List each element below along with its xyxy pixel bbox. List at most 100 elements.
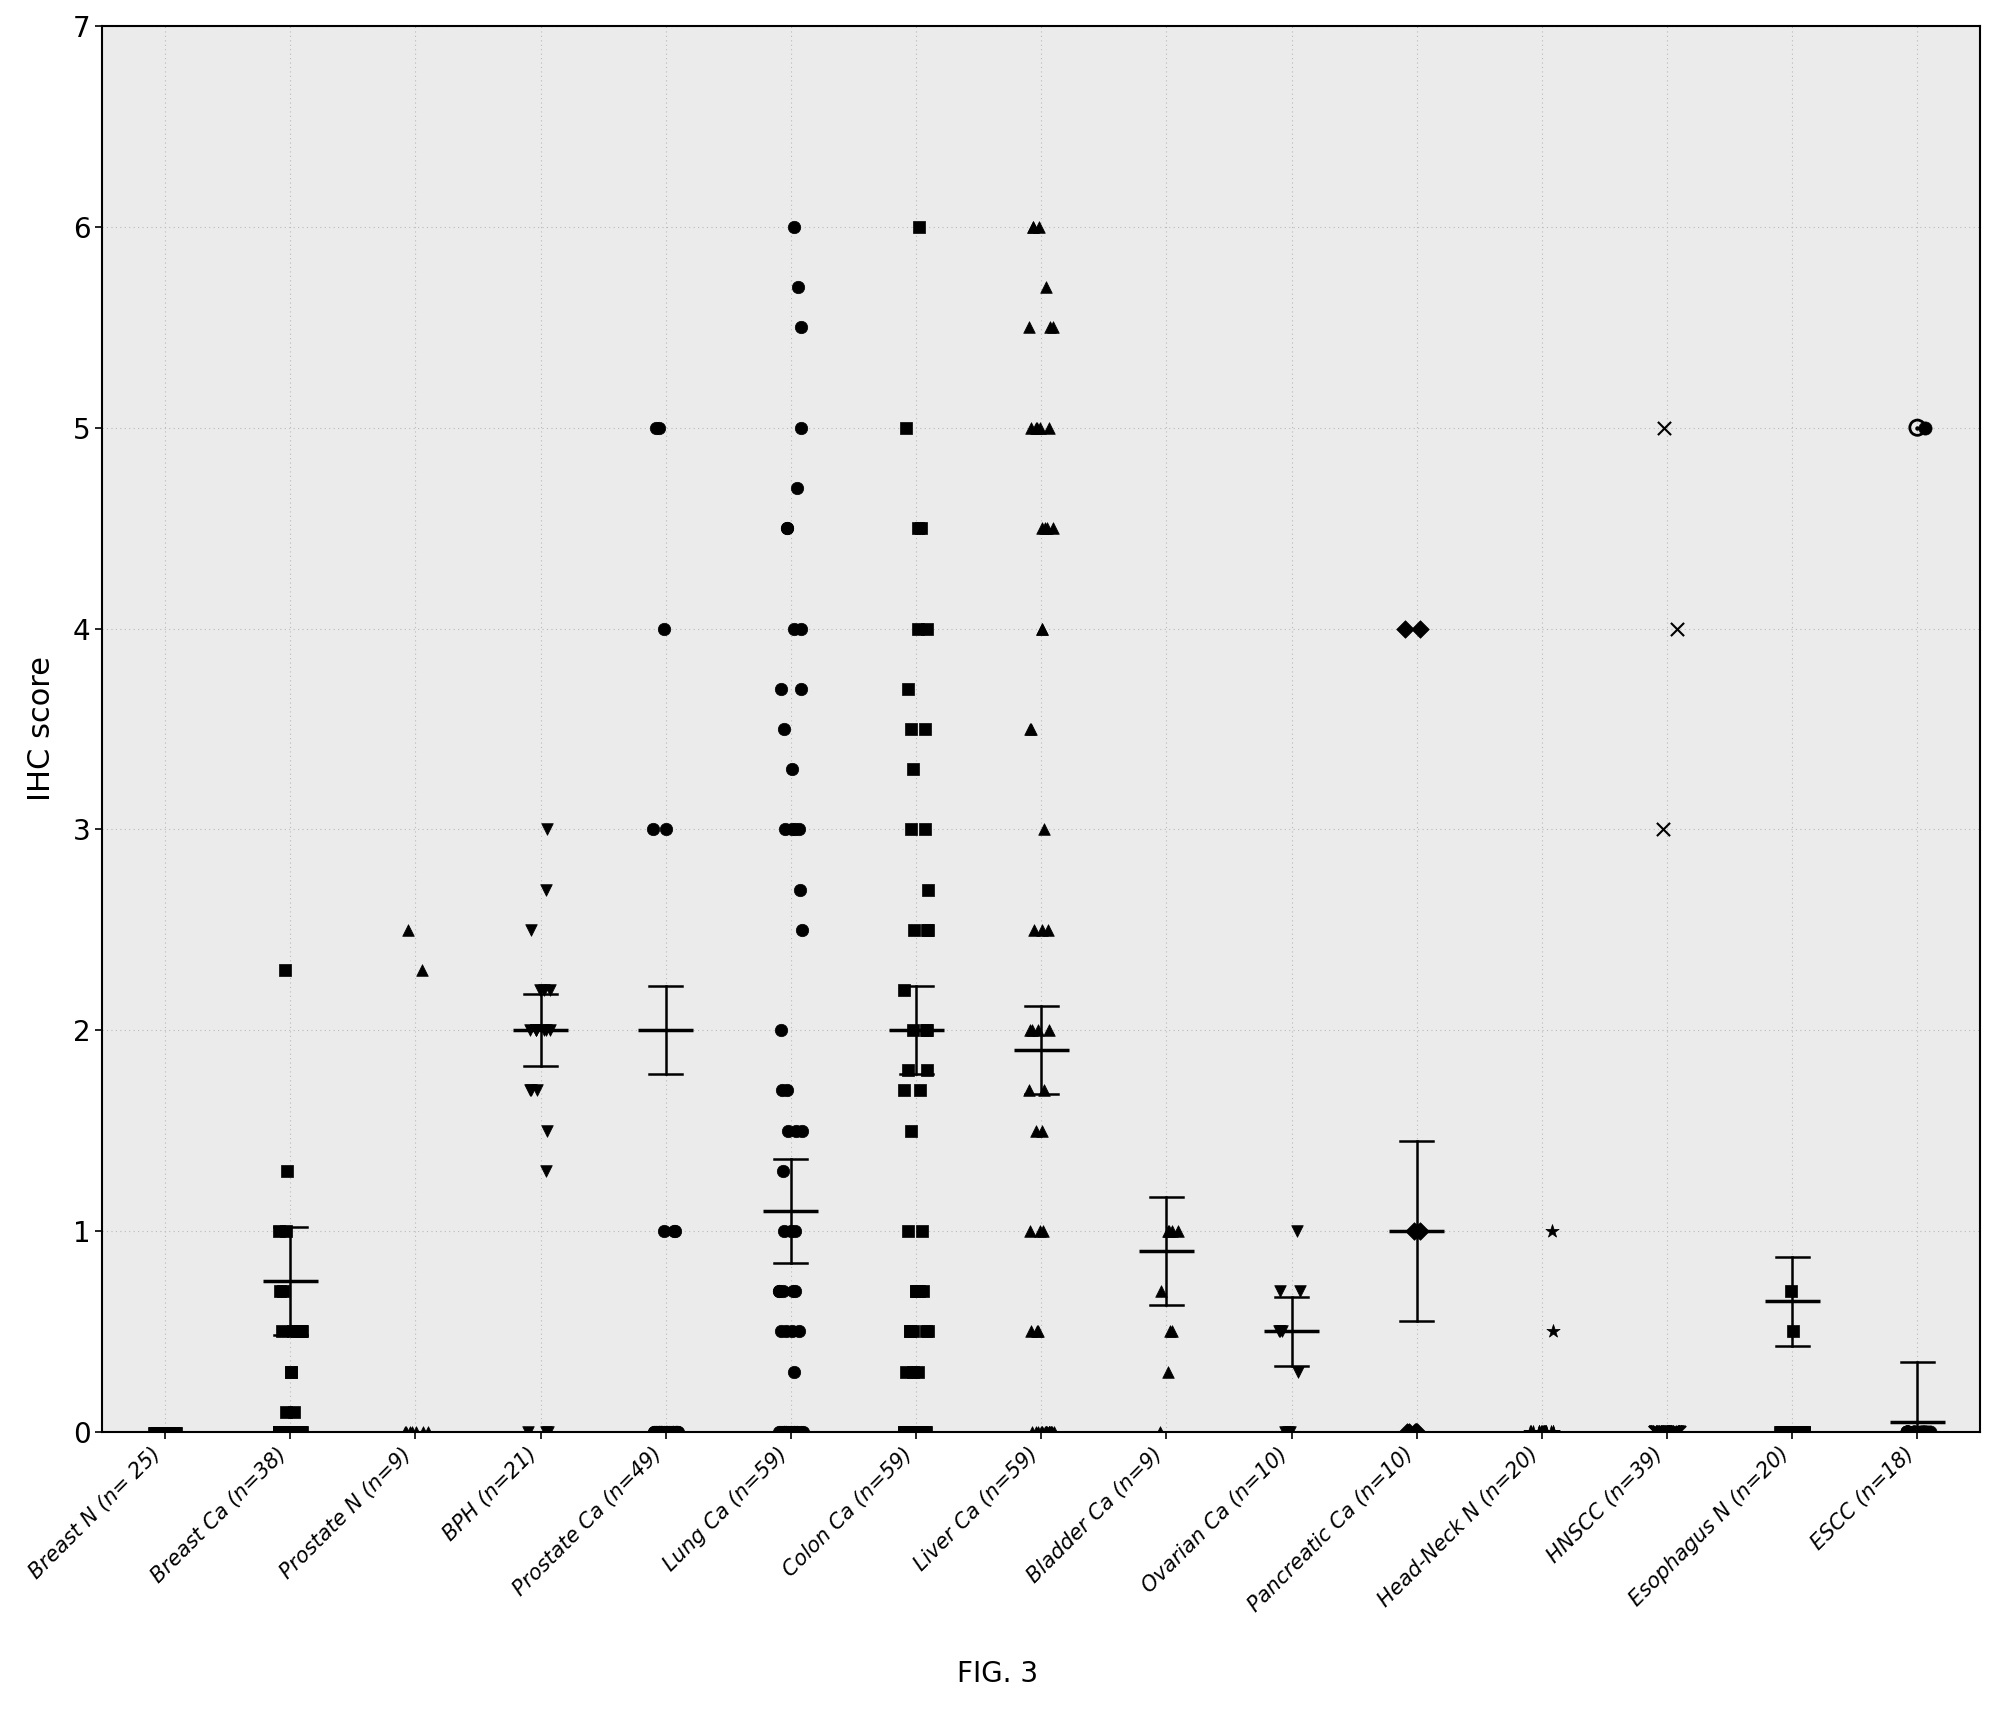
Point: [652, 1418, 684, 1446]
Point: [531, 876, 563, 903]
Point: [764, 1418, 796, 1446]
Point: [1526, 1418, 1558, 1446]
Text: FIG. 3: FIG. 3: [958, 1660, 1037, 1688]
Point: [269, 1217, 301, 1245]
Point: [894, 1418, 926, 1446]
Point: [1662, 1418, 1694, 1446]
Point: [784, 615, 816, 642]
Point: [146, 1418, 178, 1446]
Point: [910, 1418, 942, 1446]
Point: [650, 1418, 682, 1446]
Point: [1907, 1418, 1939, 1446]
Point: [900, 1277, 932, 1305]
Point: [1536, 1418, 1568, 1446]
Point: [780, 474, 812, 501]
Point: [770, 1317, 802, 1344]
Point: [281, 1418, 313, 1446]
Point: [1025, 917, 1057, 944]
Point: [770, 1418, 802, 1446]
Point: [1658, 1418, 1690, 1446]
Point: [152, 1418, 184, 1446]
Point: [910, 1016, 942, 1044]
Point: [1013, 1077, 1045, 1104]
Point: [1778, 1317, 1809, 1344]
Point: [285, 1317, 317, 1344]
Point: [1909, 414, 1941, 441]
Point: [776, 1217, 808, 1245]
Point: [894, 1317, 926, 1344]
Point: [768, 1418, 800, 1446]
Point: [1530, 1418, 1562, 1446]
Point: [1029, 1418, 1061, 1446]
Point: [1766, 1418, 1797, 1446]
Point: [638, 816, 670, 843]
Point: [640, 1418, 672, 1446]
Point: [144, 1418, 176, 1446]
Point: [1269, 1418, 1301, 1446]
Point: [890, 1358, 922, 1386]
Point: [271, 1157, 303, 1185]
Point: [1891, 1418, 1923, 1446]
Point: [1025, 615, 1057, 642]
Point: [776, 1317, 808, 1344]
Point: [764, 1418, 796, 1446]
Point: [531, 1157, 563, 1185]
Point: [896, 716, 928, 743]
Point: [1031, 917, 1063, 944]
Point: [912, 1016, 944, 1044]
Point: [898, 1317, 930, 1344]
Point: [770, 515, 802, 543]
Point: [285, 1418, 317, 1446]
Point: [1273, 1418, 1305, 1446]
Point: [407, 956, 439, 984]
Point: [1656, 1418, 1688, 1446]
Point: [1023, 213, 1055, 240]
Point: [768, 1418, 800, 1446]
Point: [654, 1418, 686, 1446]
Point: [1891, 1418, 1923, 1446]
Point: [1015, 414, 1047, 441]
Point: [912, 876, 944, 903]
Point: [644, 1418, 676, 1446]
Point: [1766, 1418, 1797, 1446]
Point: [650, 1418, 682, 1446]
Point: [1033, 314, 1065, 342]
Point: [389, 1418, 421, 1446]
Point: [263, 1418, 295, 1446]
Point: [1025, 1116, 1057, 1144]
Point: [529, 977, 561, 1004]
Point: [1029, 515, 1061, 543]
Point: [1664, 1418, 1696, 1446]
Point: [1660, 1418, 1692, 1446]
Point: [263, 1217, 295, 1245]
Point: [656, 1418, 688, 1446]
Point: [531, 816, 563, 843]
Point: [778, 1418, 810, 1446]
Point: [894, 1418, 926, 1446]
Point: [1660, 1418, 1692, 1446]
Point: [778, 1277, 810, 1305]
Point: [152, 1418, 184, 1446]
Point: [902, 1277, 934, 1305]
Point: [154, 1418, 186, 1446]
Point: [1025, 615, 1057, 642]
Point: [1776, 1277, 1807, 1305]
Point: [768, 716, 800, 743]
Point: [1658, 1418, 1690, 1446]
Point: [162, 1418, 194, 1446]
Point: [1283, 1358, 1315, 1386]
Point: [890, 414, 922, 441]
Point: [1660, 1418, 1692, 1446]
Point: [269, 1418, 301, 1446]
Point: [1015, 1016, 1047, 1044]
Point: [148, 1418, 180, 1446]
Point: [1642, 1418, 1674, 1446]
Point: [762, 1277, 794, 1305]
Y-axis label: IHC score: IHC score: [28, 656, 56, 802]
Point: [904, 1077, 936, 1104]
Point: [644, 1418, 676, 1446]
Point: [1658, 1418, 1690, 1446]
Point: [1905, 1418, 1937, 1446]
Point: [912, 917, 944, 944]
Point: [1157, 1217, 1189, 1245]
